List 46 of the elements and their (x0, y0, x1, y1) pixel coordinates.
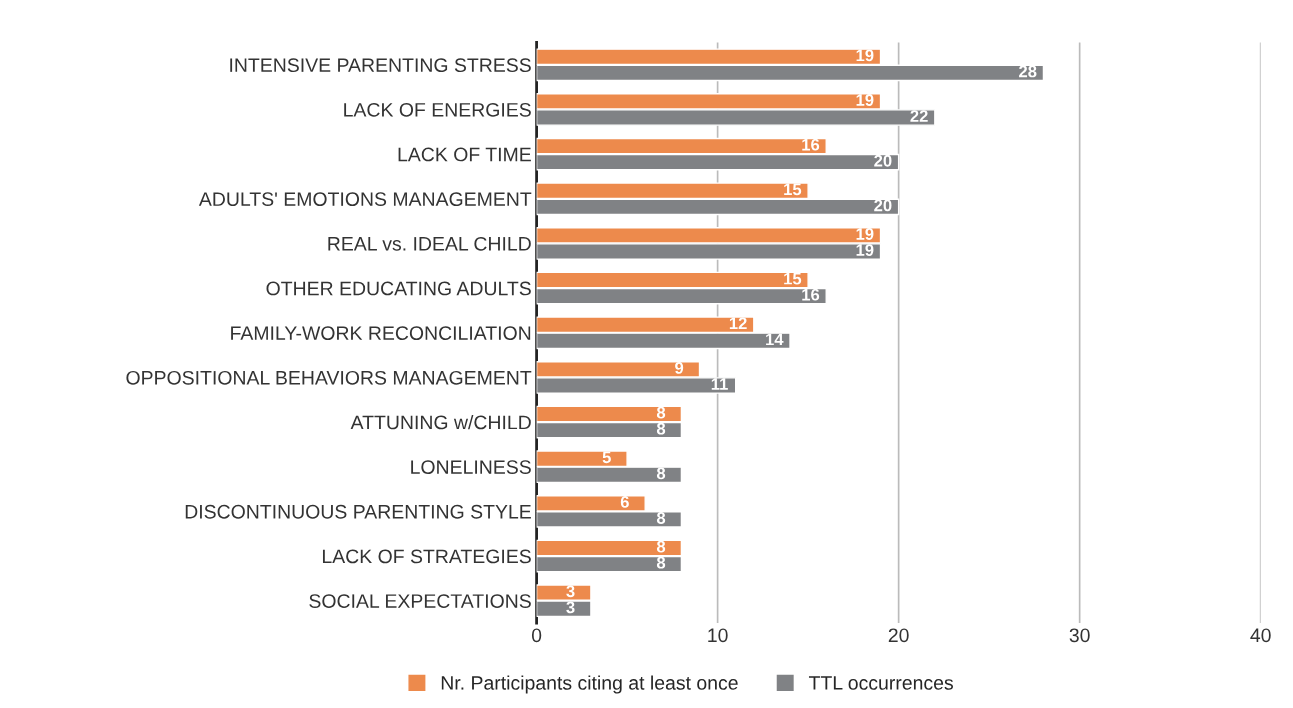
data-label: 3 (566, 585, 575, 598)
y-tick-label: LACK OF TIME (398, 147, 531, 162)
data-label: 16 (802, 288, 820, 301)
data-label: 20 (874, 199, 892, 212)
y-tick-label: OPPOSITIONAL BEHAVIORS MANAGEMENT (126, 370, 532, 385)
x-tick-label: 20 (888, 628, 909, 643)
data-label: 20 (874, 154, 892, 167)
y-tick-label: REAL vs. IDEAL CHILD (328, 236, 531, 251)
y-tick-label: SOCIAL EXPECTATIONS (309, 594, 531, 608)
data-label: 14 (766, 333, 784, 346)
data-label: 19 (856, 228, 874, 240)
data-label: 8 (656, 512, 666, 524)
data-label: 16 (802, 138, 820, 151)
data-label: 8 (656, 422, 666, 435)
y-tick-label: INTENSIVE PARENTING STRESS (230, 58, 531, 73)
data-label: 28 (1019, 65, 1037, 78)
data-label: 9 (675, 362, 684, 374)
y-tick-label: FAMILY-WORK RECONCILIATION (231, 326, 531, 340)
x-tick-label: 30 (1069, 628, 1090, 643)
y-tick-label: LONELINESS (411, 460, 531, 474)
legend-label: Nr. Participants citing at least once (441, 675, 738, 694)
y-tick-label: DISCONTINUOUS PARENTING STYLE (185, 504, 531, 519)
data-label: 8 (656, 556, 666, 569)
data-label: 8 (656, 467, 666, 480)
y-tick-label: ADULTS' EMOTIONS MANAGEMENT (198, 192, 532, 207)
y-tick-label: LACK OF ENERGIES (344, 102, 531, 117)
data-label: 6 (620, 496, 629, 508)
data-label: 8 (656, 406, 666, 419)
y-tick-label: OTHER EDUCATING ADULTS (266, 281, 531, 296)
data-label: 19 (856, 49, 874, 62)
legend-label: TTL occurrences (808, 676, 953, 690)
x-tick-label: 0 (531, 628, 542, 643)
data-label: 3 (566, 601, 575, 614)
data-label: 5 (602, 451, 611, 464)
x-tick-label: 40 (1250, 628, 1271, 643)
data-label: 15 (784, 183, 802, 196)
data-label: 19 (856, 244, 874, 256)
data-label: 22 (910, 110, 928, 122)
x-tick-label: 10 (708, 628, 728, 643)
data-label: 11 (711, 378, 728, 390)
data-label: 15 (784, 272, 802, 285)
data-label: 19 (856, 94, 874, 106)
y-tick-label: ATTUNING w/CHILD (350, 415, 531, 430)
y-tick-label: LACK OF STRATEGIES (322, 549, 531, 564)
data-label: 12 (729, 317, 747, 330)
data-label: 8 (656, 540, 666, 553)
